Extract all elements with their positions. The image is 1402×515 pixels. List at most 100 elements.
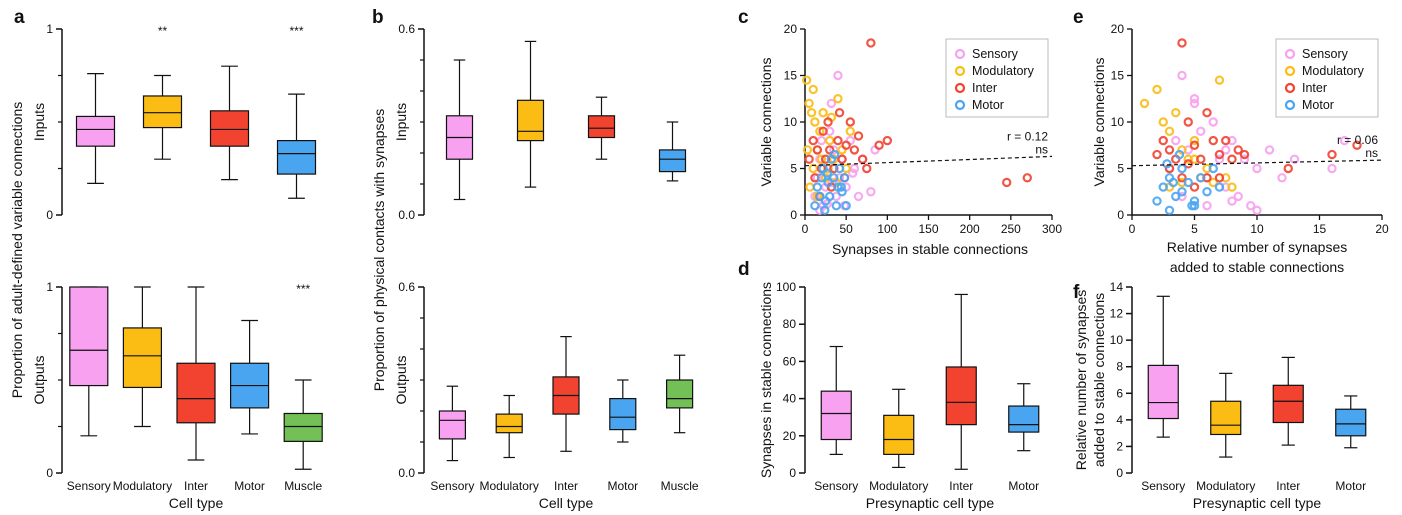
e-legend-marker-inter: [1284, 82, 1296, 94]
f-x-tick-label: Motor: [1335, 479, 1366, 493]
f-y-tick-label: 8: [1116, 360, 1123, 374]
e-x-tick-label: 10: [1250, 222, 1264, 236]
f-box-inter: [1272, 356, 1304, 446]
e-point: [1189, 135, 1200, 146]
c-x-tick-label: 0: [802, 222, 809, 236]
d-box-sensory: [820, 345, 852, 455]
b-inputs-y-tick-label: 0.6: [398, 22, 415, 36]
e-point: [1162, 159, 1172, 169]
c-point: [823, 117, 833, 127]
f-box-modulatory: [1210, 372, 1242, 458]
e-point: [1152, 196, 1162, 206]
a-outputs-x-tick-label: Inter: [184, 479, 208, 493]
c-legend-label-inter: Inter: [972, 81, 997, 95]
c-legend-marker-sensory: [954, 48, 966, 60]
c-point: [827, 177, 837, 188]
c-point: [816, 135, 827, 146]
c-point: [833, 94, 843, 104]
e-point: [1214, 154, 1225, 164]
e-x-tick-label: 0: [1129, 222, 1136, 236]
a-outputs-plot: 0 1 Sensory Modulatory Inter Motor Muscle ***: [46, 280, 323, 493]
e-y-axis-title: Variable connections: [1091, 58, 1107, 187]
e-legend-marker-modulatory: [1284, 65, 1296, 77]
c-point: [845, 126, 855, 137]
d-y-tick-label: 100: [776, 280, 796, 294]
c-x-tick-label: 100: [877, 222, 897, 236]
a-outputs-x-tick-label: Motor: [234, 479, 265, 493]
d-y-tick-label: 20: [783, 429, 797, 443]
f-y-tick-label: 12: [1110, 307, 1124, 321]
e-point: [1164, 205, 1175, 216]
e-point: [1183, 177, 1193, 188]
e-point: [1164, 126, 1175, 137]
box-iqr: [516, 99, 545, 142]
d-box-inter: [945, 293, 977, 470]
e-point: [1177, 187, 1187, 197]
c-point: [805, 182, 815, 192]
b-y-axis-title: Proportion of physical contacts with syn…: [371, 109, 387, 391]
d-plot: 0 20 40 60 80 100 Sensory Modulatory Inter Motor: [776, 280, 1040, 493]
f-y-tick-label: 6: [1116, 386, 1123, 400]
e-x-tick-label: 15: [1313, 222, 1327, 236]
a-outputs-box-modulatory: [122, 286, 163, 428]
d-y-tick-label: 80: [783, 317, 797, 331]
c-point: [822, 168, 832, 178]
e-point: [1327, 149, 1337, 160]
e-point: [1139, 98, 1150, 109]
e-point: [1227, 154, 1237, 164]
e-point: [1158, 135, 1168, 146]
c-point: [848, 168, 858, 178]
a-y-axis-title: Proportion of adult-defined variable con…: [9, 102, 25, 399]
c-point: [816, 154, 827, 164]
panel-label-d: d: [738, 259, 750, 280]
e-point: [1187, 200, 1197, 211]
d-y-tick-label: 60: [783, 354, 797, 368]
f-x-tick-label: Sensory: [1141, 479, 1185, 493]
c-point: [806, 107, 817, 118]
e-point: [1196, 126, 1206, 137]
c-point: [853, 191, 864, 202]
e-point: [1174, 149, 1185, 160]
e-point: [1233, 145, 1243, 155]
c-legend-label-sensory: Sensory: [972, 47, 1019, 61]
e-point: [1221, 135, 1231, 146]
a-outputs-box-motor: [230, 319, 270, 435]
c-point: [801, 75, 812, 85]
c-x-axis-title: Synapses in stable connections: [832, 241, 1028, 257]
b-outputs-box-modulatory: [495, 394, 523, 459]
e-point: [1208, 163, 1218, 174]
c-point: [815, 191, 825, 202]
e-legend-label-inter: Inter: [1302, 81, 1327, 95]
e-x-axis-title-line2: added to stable connections: [1170, 259, 1344, 275]
b-inputs-box-motor: [658, 121, 687, 182]
c-point: [837, 154, 847, 164]
box-iqr: [283, 412, 323, 442]
e-point: [1208, 177, 1218, 188]
e-point: [1202, 200, 1212, 211]
a-inputs-plot: 01 ** ***: [46, 22, 317, 222]
e-point: [1208, 117, 1218, 127]
e-point: [1327, 163, 1337, 174]
e-point: [1246, 200, 1256, 211]
c-point: [866, 38, 876, 48]
c-point: [853, 131, 864, 141]
e-point: [1214, 173, 1225, 183]
c-legend-label-modulatory: Modulatory: [972, 64, 1035, 78]
b-outputs-box-sensory: [438, 385, 466, 462]
b-inputs-y-tick-label: 0.0: [398, 208, 415, 222]
e-point: [1189, 182, 1200, 192]
e-point: [1177, 163, 1187, 174]
a-outputs-y-tick-label: 1: [46, 280, 53, 294]
b-outputs-x-tick-label: Modulatory: [480, 479, 539, 493]
c-point: [829, 149, 840, 160]
c-point: [829, 173, 839, 183]
box-iqr: [75, 115, 116, 147]
f-x-tick-label: Inter: [1276, 479, 1300, 493]
box-iqr: [122, 327, 163, 389]
f-box-motor: [1335, 395, 1367, 449]
b-inputs-plot: 0.0 0.6: [398, 22, 687, 222]
e-point: [1189, 94, 1200, 104]
c-x-tick-label: 150: [918, 222, 938, 236]
c-point: [1002, 177, 1012, 188]
